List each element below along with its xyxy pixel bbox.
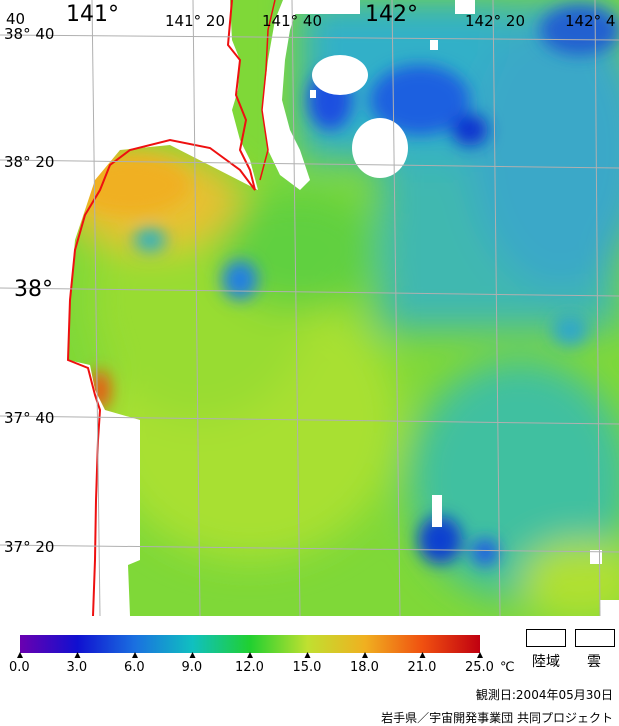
colorbar-tick-label: 25.0 <box>465 660 494 675</box>
land-legend-label: 陸域 <box>532 654 560 670</box>
colorbar-tick-marks <box>17 652 483 658</box>
land-legend-swatch <box>526 629 566 647</box>
lat-label-38-40: 38° 40 <box>4 25 55 43</box>
lon-label-141: 141° <box>66 2 119 27</box>
cloud-legend-label: 雲 <box>587 654 601 670</box>
colorbar-tick-label: 9.0 <box>181 660 203 675</box>
lon-label-141-20: 141° 20 <box>165 12 225 30</box>
observation-date: 観測日:2004年05月30日 <box>475 688 613 702</box>
lat-label-38: 38° <box>14 277 53 302</box>
colorbar-tick-label: 15.0 <box>292 660 322 675</box>
lon-label-141-40: 141° 40 <box>262 12 322 30</box>
lon-label-142-20: 142° 20 <box>465 12 525 30</box>
lon-label-142-40: 142° 4 <box>565 12 616 30</box>
lon-label-142: 142° <box>365 2 418 27</box>
colorbar-tick-label: 0.0 <box>9 660 30 675</box>
colorbar-tick-mark <box>477 652 483 658</box>
colorbar-unit: ℃ <box>500 660 515 675</box>
sst-map <box>0 0 619 616</box>
lat-label-37-40: 37° 40 <box>4 409 55 427</box>
credit-text: 岩手県／宇宙開発事業団 共同プロジェクト <box>381 711 613 725</box>
colorbar-tick-label: 21.0 <box>407 660 437 675</box>
colorbar-tick-mark <box>74 652 81 658</box>
colorbar-tick-mark <box>419 652 426 658</box>
cloud-legend-swatch <box>575 629 615 647</box>
colorbar-tick-mark <box>362 652 368 658</box>
lat-label-38-20: 38° 20 <box>4 153 55 171</box>
temperature-colorbar <box>20 635 480 653</box>
lat-label-37-20: 37° 20 <box>4 538 55 556</box>
colorbar-tick-mark <box>304 652 311 658</box>
colorbar-tick-mark <box>189 652 196 658</box>
colorbar-tick-label: 18.0 <box>350 660 379 675</box>
corner-label: 40 <box>6 10 26 28</box>
colorbar-tick-label: 12.0 <box>235 660 264 675</box>
colorbar-tick-mark <box>17 652 23 658</box>
colorbar-tick-mark <box>247 652 253 658</box>
colorbar-tick-label: 3.0 <box>66 660 88 675</box>
colorbar-tick-label: 6.0 <box>124 660 145 675</box>
colorbar-tick-mark <box>132 652 138 658</box>
